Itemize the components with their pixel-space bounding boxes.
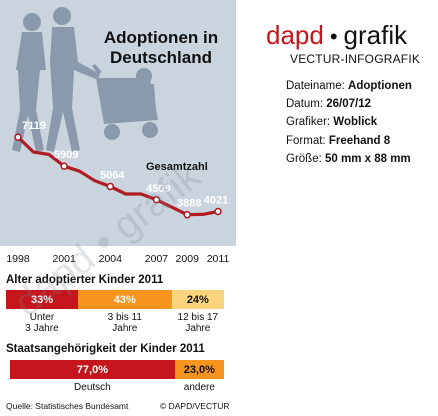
x-tick-label-2001: 2001 bbox=[52, 253, 76, 265]
category-label-2: 3 bis 11 Jahre bbox=[107, 312, 142, 334]
series-label: Gesamtzahl bbox=[146, 161, 208, 173]
bar-segment-1: 77,0% bbox=[10, 360, 175, 379]
meta-value: 50 mm x 88 mm bbox=[324, 153, 411, 165]
x-tick-label-2011: 2011 bbox=[207, 253, 230, 265]
meta-row: Format: Freehand 8 bbox=[286, 135, 390, 147]
meta-value: 26/07/12 bbox=[326, 98, 372, 110]
meta-row: Datum: 26/07/12 bbox=[286, 98, 371, 110]
bar-segment-2: 43% bbox=[77, 290, 172, 309]
bar-segment-1: 33% bbox=[6, 290, 78, 309]
family-silhouette-image bbox=[12, 7, 158, 152]
meta-key: Datum: bbox=[286, 98, 327, 110]
x-tick-label-2004: 2004 bbox=[99, 253, 123, 265]
data-label-2011: 4021 bbox=[204, 194, 228, 206]
category-label-1: Deutsch bbox=[74, 382, 111, 393]
category-label-3: 12 bis 17 Jahre bbox=[177, 312, 219, 334]
data-point-2011 bbox=[214, 207, 222, 216]
brand-logo: dapd • grafik bbox=[266, 20, 407, 52]
brand-subtitle: VECTUR-INFOGRAFIK bbox=[290, 52, 421, 66]
info-panel: dapd • grafik VECTUR-INFOGRAFIK Dateiname:… bbox=[244, 0, 438, 416]
data-point-2009 bbox=[183, 210, 191, 219]
meta-row: Dateiname: Adoptionen bbox=[286, 80, 412, 92]
data-label-2007: 4509 bbox=[146, 183, 170, 195]
source-note: Quelle: Statistisches Bundesamt bbox=[6, 401, 129, 411]
copyright-note: © DAPD/VECTUR bbox=[160, 401, 230, 411]
chart-title: Adoptionen in Deutschland bbox=[92, 28, 230, 68]
brand-separator: • bbox=[329, 24, 338, 49]
category-label-1: Unter 3 Jahre bbox=[25, 312, 59, 334]
meta-key: Dateiname: bbox=[286, 80, 349, 92]
meta-value: Woblick bbox=[333, 116, 378, 128]
meta-value: Adoptionen bbox=[348, 80, 412, 92]
x-tick-label-2007: 2007 bbox=[145, 253, 169, 265]
age-stacked-bar: 33% 43% 24% bbox=[6, 290, 224, 309]
infographic: Gesamtzahl 7119 5909 5064 4509 3888 4021 1998… bbox=[0, 0, 236, 411]
meta-value: Freehand 8 bbox=[328, 135, 391, 147]
bar-segment-3: 24% bbox=[171, 290, 224, 309]
x-tick-label-1998: 1998 bbox=[6, 253, 30, 265]
data-point-1998 bbox=[14, 133, 22, 141]
line-chart: Gesamtzahl 7119 5909 5064 4509 3888 4021 1998… bbox=[6, 7, 230, 265]
title-line-1: Adoptionen in bbox=[103, 28, 219, 47]
brand-right: grafik bbox=[343, 20, 408, 50]
data-point-2001 bbox=[60, 162, 68, 170]
meta-row: Größe: 50 mm x 88 mm bbox=[286, 153, 411, 165]
data-label-1998: 7119 bbox=[22, 120, 46, 132]
data-label-2009: 3888 bbox=[177, 198, 201, 210]
nationality-stacked-bar: 77,0% 23,0% bbox=[10, 360, 224, 379]
data-point-2007 bbox=[152, 196, 161, 204]
bar-segment-2: 23,0% bbox=[174, 360, 224, 379]
category-label-2: andere bbox=[183, 382, 215, 393]
meta-key: Format: bbox=[286, 135, 329, 147]
data-point-2004 bbox=[106, 182, 115, 191]
nationality-section-title: Staatsangehörigkeit der Kinder 2011 bbox=[6, 343, 205, 355]
age-section-title: Alter adoptierter Kinder 2011 bbox=[6, 274, 164, 286]
brand-left: dapd bbox=[266, 20, 324, 50]
x-tick-label-2009: 2009 bbox=[176, 253, 200, 265]
meta-row: Grafiker: Woblick bbox=[286, 116, 377, 128]
meta-key: Grafiker: bbox=[286, 116, 334, 128]
title-line-2: Deutschland bbox=[109, 48, 213, 67]
data-label-2004: 5064 bbox=[100, 169, 125, 181]
data-label-2001: 5909 bbox=[54, 149, 78, 161]
meta-key: Größe: bbox=[286, 153, 325, 165]
